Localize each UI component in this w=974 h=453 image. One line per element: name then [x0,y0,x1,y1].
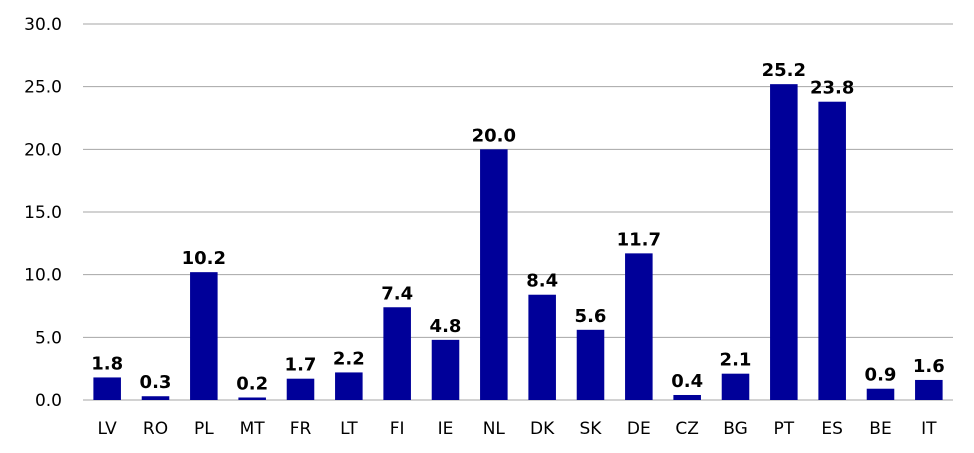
x-tick-label: IE [438,419,454,439]
data-label: 23.8 [810,78,854,99]
bar [818,101,846,400]
bar [141,396,170,400]
x-tick-label: LV [98,419,118,439]
x-tick-label: IT [921,419,937,439]
data-label: 20.0 [472,125,516,146]
y-tick-label: 5.0 [35,328,62,348]
data-label: 25.2 [762,60,806,81]
bar [721,373,750,400]
data-label: 2.2 [333,348,365,369]
bar [866,388,895,400]
x-tick-label: RO [143,419,168,439]
data-label: 0.3 [140,372,172,393]
bar [576,329,605,400]
data-label: 1.6 [913,356,945,377]
data-label: 1.7 [285,355,317,376]
x-tick-label: PL [194,419,214,439]
x-tick-label: CZ [675,419,699,439]
bar [93,377,121,400]
data-label: 2.1 [720,350,752,371]
data-label: 8.4 [526,271,558,292]
bar [625,253,653,400]
data-label: 11.7 [617,229,661,250]
bar [383,307,411,400]
x-tick-label: SK [580,419,603,439]
y-tick-label: 15.0 [24,203,62,223]
x-tick-label: DK [530,419,555,439]
bar [190,272,218,400]
bar [528,294,556,400]
x-tick-label: FI [390,419,405,439]
data-label: 5.6 [575,306,607,327]
x-tick-label: DE [627,419,651,439]
x-tick-label: BG [723,419,748,439]
bar [431,339,460,400]
bar [673,394,701,400]
data-label: 0.2 [236,373,268,394]
x-tick-label: PT [774,419,795,439]
y-tick-label: 30.0 [24,15,62,35]
x-tick-label: ES [821,419,843,439]
data-label: 10.2 [182,248,226,269]
data-label: 7.4 [381,283,413,304]
data-label: 4.8 [430,316,462,337]
data-label: 0.4 [671,371,703,392]
x-tick-label: BE [869,419,891,439]
x-tick-label: NL [483,419,506,439]
bar [286,378,315,400]
bar [915,379,943,400]
data-label: 1.8 [91,353,123,374]
bar [238,397,266,400]
y-tick-label: 10.0 [24,266,62,286]
y-tick-label: 25.0 [24,78,62,98]
bar [770,84,798,400]
y-tick-label: 20.0 [24,140,62,160]
bar [480,149,508,400]
x-tick-label: FR [290,419,312,439]
bar [335,372,363,400]
data-label: 0.9 [865,365,897,386]
x-tick-label: MT [240,419,266,439]
y-tick-label: 0.0 [35,391,62,411]
x-tick-label: LT [340,419,358,439]
